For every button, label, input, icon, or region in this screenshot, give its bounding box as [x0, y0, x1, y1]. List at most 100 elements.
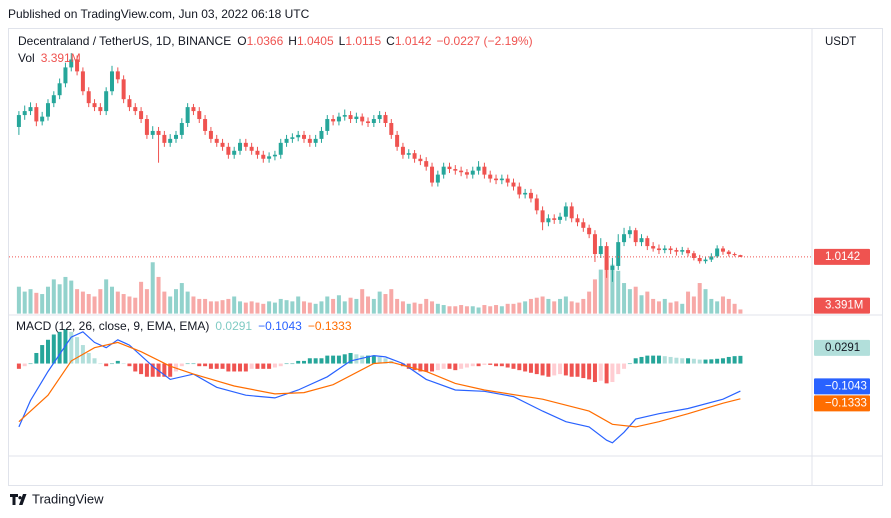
histogram-bar	[459, 363, 464, 369]
candle-body	[86, 91, 91, 104]
histogram-bar	[150, 363, 155, 377]
signal-tag: −0.1333	[825, 397, 867, 409]
candle-body	[715, 248, 720, 257]
candle-body	[668, 248, 673, 251]
candle-body	[459, 170, 464, 173]
volume-bar	[575, 302, 580, 314]
candle-body	[302, 134, 307, 139]
histogram-bar	[517, 363, 522, 371]
volume-bar	[115, 291, 120, 314]
histogram-bar	[732, 356, 737, 364]
candle-body	[92, 103, 97, 108]
volume-bar	[139, 281, 144, 314]
volume-bar	[45, 286, 50, 314]
histogram-bar	[86, 352, 91, 364]
candle-body	[34, 107, 39, 122]
volume-bar	[563, 296, 568, 314]
histogram-bar	[162, 363, 167, 377]
histogram-bar	[98, 363, 103, 365]
volume-bar	[267, 301, 272, 314]
marks	[9, 53, 812, 444]
macd-name: MACD (12, 26, close, 9, EMA, EMA)	[16, 319, 209, 333]
histogram-bar	[28, 363, 33, 365]
change: −0.0227 (−2.19%)	[437, 34, 533, 48]
volume-bar	[51, 279, 56, 314]
histogram-bar	[464, 363, 469, 368]
candle-body	[272, 154, 277, 157]
o-value: 1.0366	[247, 34, 284, 48]
candle-body	[505, 178, 510, 183]
l-value: 1.0115	[345, 34, 381, 48]
watermark: Published on TradingView.com, Jun 03, 20…	[8, 7, 310, 21]
volume-bar	[69, 280, 74, 314]
histogram-bar	[45, 339, 50, 364]
vol-value: 3.391M	[41, 51, 81, 65]
candle-body	[354, 116, 359, 120]
h-letter: H	[288, 34, 297, 48]
histogram-bar	[226, 363, 231, 372]
histogram-bar	[505, 363, 510, 368]
histogram-bar	[267, 363, 272, 369]
histogram-bar	[377, 356, 382, 364]
histogram-bar	[179, 363, 184, 367]
volume-bar	[86, 294, 91, 314]
candle-body	[424, 161, 429, 167]
volume-bar	[511, 303, 516, 314]
volume-bar	[400, 301, 405, 314]
volume-bar	[523, 301, 528, 314]
volume-bar	[302, 301, 307, 314]
volume-bar	[488, 306, 493, 314]
histogram-bar	[424, 363, 429, 372]
candle-body	[80, 71, 85, 92]
candle-body	[179, 123, 184, 135]
volume-bar	[63, 276, 68, 314]
candle-body	[523, 192, 528, 195]
o-letter: O	[237, 34, 246, 48]
histogram-bar	[302, 360, 307, 364]
candle-body	[581, 222, 586, 228]
volume-bar	[278, 298, 283, 314]
candle-body	[534, 198, 539, 211]
candle-body	[319, 130, 324, 139]
histogram-bar	[674, 357, 679, 364]
candle-body	[383, 115, 388, 123]
histogram-bar	[552, 363, 557, 376]
candle-body	[331, 119, 336, 122]
histogram-bar	[616, 363, 621, 375]
last-price-tag: 1.0142	[825, 251, 860, 263]
volume-bar	[412, 302, 417, 314]
candle-body	[121, 79, 126, 100]
volume-bar	[16, 286, 21, 314]
candle-body	[69, 59, 74, 68]
histogram-bar	[203, 363, 208, 367]
volume-bar	[610, 264, 615, 314]
histogram-bar	[441, 363, 446, 369]
candle-body	[325, 119, 330, 131]
volume-bar	[558, 298, 563, 314]
candle-body	[214, 138, 219, 143]
volume-bar	[57, 284, 62, 314]
candle-body	[255, 150, 260, 155]
histogram-bar	[627, 363, 632, 365]
histogram-bar	[69, 331, 74, 364]
histogram-bar	[575, 363, 580, 377]
candle-body	[232, 150, 237, 155]
volume-bar	[197, 298, 202, 314]
candle-body	[127, 99, 132, 108]
candle-body	[639, 238, 644, 243]
volume-bar	[272, 302, 277, 314]
volume-bar	[371, 298, 376, 314]
histogram-bar	[185, 363, 190, 365]
histogram-bar	[726, 356, 731, 364]
volume-bar	[28, 289, 33, 314]
candle-body	[156, 130, 161, 135]
volume-bar	[261, 303, 266, 314]
candle-body	[45, 103, 50, 117]
volume-bar	[430, 301, 435, 314]
volume-bar	[674, 301, 679, 314]
volume-tag: 3.391M	[825, 300, 863, 312]
histogram-bar	[313, 358, 318, 364]
histogram-bar	[249, 363, 254, 369]
histogram-bar	[109, 363, 114, 365]
candle-body	[441, 166, 446, 175]
